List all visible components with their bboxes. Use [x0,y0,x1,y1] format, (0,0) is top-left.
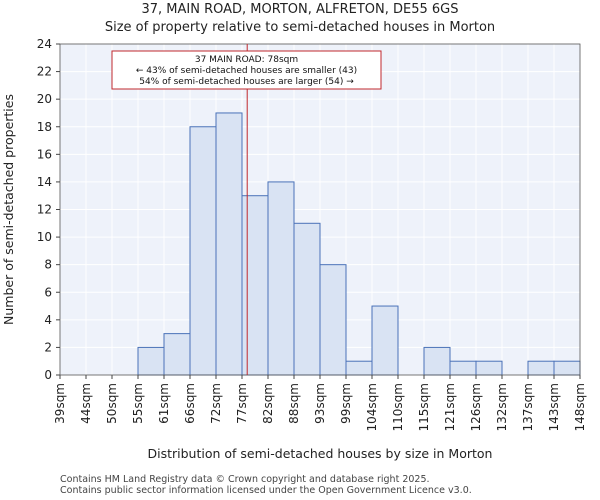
bar [215,112,243,376]
x-tick-label: 99sqm [339,383,353,424]
x-tick-label: 39sqm [53,383,67,424]
x-tick-label: 66sqm [183,383,197,424]
footer-copyright: Contains HM Land Registry data © Crown c… [60,474,430,485]
y-tick-label: 0 [44,368,52,382]
y-tick-label: 2 [44,340,52,354]
x-axis-label: Distribution of semi-detached houses by … [148,446,493,461]
x-tick-label: 121sqm [443,383,457,431]
y-tick-label: 10 [37,230,52,244]
x-tick-label: 115sqm [417,383,431,431]
bar [345,360,373,376]
x-tick-label: 104sqm [365,383,379,431]
bar [475,360,503,376]
annotation-line-3: 54% of semi-detached houses are larger (… [139,77,354,87]
y-tick-label: 22 [37,65,52,79]
x-tick-label: 50sqm [105,383,119,424]
y-tick-label: 16 [37,147,52,161]
bar [189,126,217,376]
x-tick-label: 132sqm [495,383,509,431]
y-tick-label: 6 [44,285,52,299]
x-tick-label: 143sqm [547,383,561,431]
x-tick-label: 77sqm [235,383,249,424]
bars [137,112,581,376]
bar [423,346,451,376]
x-tick-label: 55sqm [131,383,145,424]
x-tick-label: 126sqm [469,383,483,431]
y-tick-label: 12 [37,203,52,217]
annotation-line-2: ← 43% of semi-detached houses are smalle… [136,66,357,76]
x-tick-label: 82sqm [261,383,275,424]
x-tick-label: 110sqm [391,383,405,431]
bar [319,264,347,376]
y-tick-label: 4 [44,313,52,327]
y-axis-label: Number of semi-detached properties [1,94,16,325]
chart-subtitle: Size of property relative to semi-detach… [105,20,495,35]
x-tick-label: 72sqm [209,383,223,424]
bar [371,305,399,376]
y-tick-label: 24 [37,37,52,51]
x-axis: 39sqm 44sqm 50sqm 55sqm 61sqm 66sqm 72sqm 77sqm… [53,375,587,431]
bar [137,346,165,376]
bar [267,181,295,376]
x-tick-label: 88sqm [287,383,301,424]
bar [293,222,321,376]
bar [449,360,477,376]
x-tick-label: 44sqm [79,383,93,424]
annotation-box: 37 MAIN ROAD: 78sqm ← 43% of semi-detach… [111,50,382,90]
footer-licence: Contains public sector information licen… [60,485,472,496]
y-tick-label: 8 [44,258,52,272]
y-tick-label: 18 [37,120,52,134]
bar [553,360,581,376]
x-tick-label: 137sqm [521,383,535,431]
bar [527,360,555,376]
bar [163,333,191,376]
bar [241,195,269,376]
x-tick-label: 93sqm [313,383,327,424]
x-tick-label: 61sqm [157,383,171,424]
chart-title: 37, MAIN ROAD, MORTON, ALFRETON, DE55 6G… [141,2,458,17]
annotation-line-1: 37 MAIN ROAD: 78sqm [195,55,298,65]
x-tick-label: 148sqm [573,383,587,431]
y-tick-label: 14 [37,175,52,189]
y-tick-label: 20 [37,92,52,106]
